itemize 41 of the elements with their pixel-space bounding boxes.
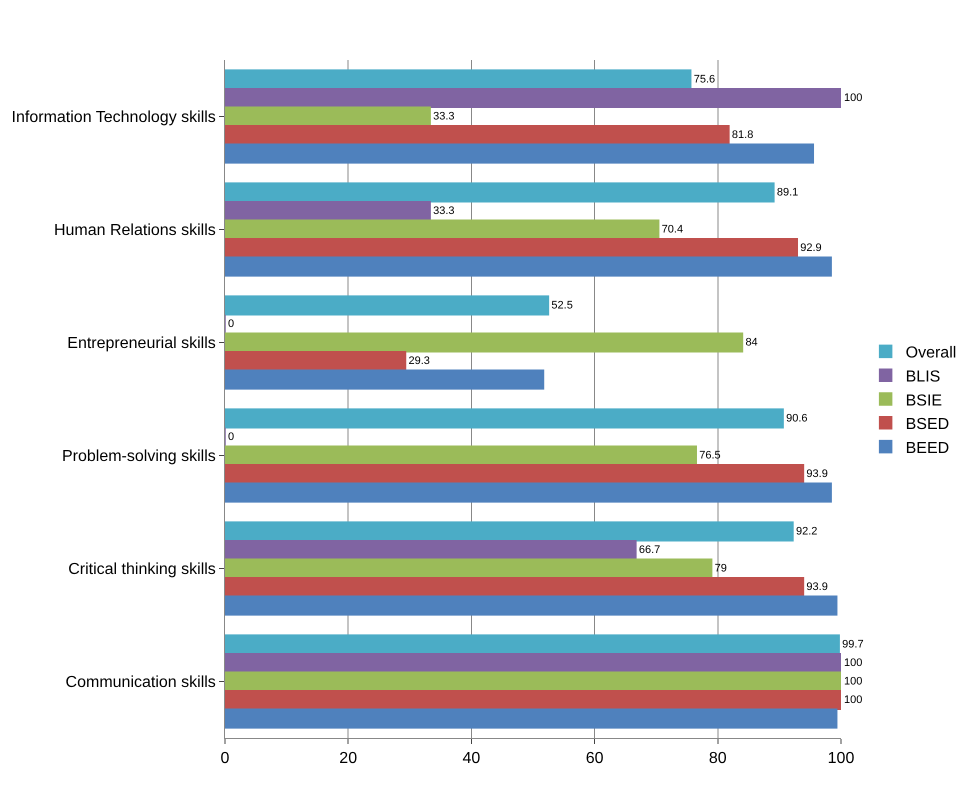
- data-label: 75.6: [694, 73, 716, 86]
- legend-label: Overall: [906, 344, 956, 362]
- y-tick-label: Communication skills: [66, 674, 216, 692]
- data-label: 100: [844, 676, 862, 688]
- x-tick-label: 0: [220, 750, 230, 768]
- legend-label: BEED: [906, 440, 950, 457]
- data-label: 92.9: [800, 242, 822, 254]
- data-label: 93.9: [806, 581, 828, 594]
- data-label: 90.6: [786, 412, 808, 424]
- x-tick-label: 40: [462, 750, 480, 768]
- data-label: 52.5: [551, 299, 573, 312]
- data-label: 89.1: [776, 186, 798, 198]
- legend-label: BLIS: [906, 368, 940, 386]
- y-tick-label: Information Technology skills: [12, 109, 216, 126]
- y-tick-label: Human Relations skills: [54, 222, 216, 240]
- data-label: 93.9: [806, 468, 828, 480]
- x-tick-label: 60: [586, 750, 604, 768]
- x-tick-label: 100: [828, 750, 854, 768]
- data-label: 33.3: [433, 204, 455, 217]
- data-label: 79: [714, 562, 727, 574]
- legend-label: BSED: [906, 416, 950, 434]
- data-label: 100: [844, 656, 862, 669]
- data-label: 81.8: [732, 129, 754, 142]
- data-label: 29.3: [408, 355, 430, 368]
- x-tick-label: 20: [339, 750, 358, 768]
- data-label: 70.4: [662, 224, 684, 236]
- data-label: 0: [228, 430, 234, 443]
- data-label: 100: [844, 92, 862, 104]
- data-label: 99.7: [842, 638, 864, 650]
- data-label: 84: [745, 336, 758, 348]
- y-tick-label: Critical thinking skills: [68, 561, 216, 578]
- legend-label: BSIE: [906, 392, 942, 410]
- x-tick-label: 80: [708, 750, 727, 768]
- data-label: 0: [228, 318, 234, 330]
- data-label: 100: [844, 694, 862, 706]
- y-tick-label: Problem-solving skills: [62, 448, 216, 466]
- data-label: 66.7: [638, 544, 660, 556]
- data-label: 33.3: [433, 110, 455, 122]
- data-label: 92.2: [796, 525, 818, 538]
- y-tick-label: Entrepreneurial skills: [67, 335, 216, 352]
- data-label: 76.5: [699, 450, 721, 462]
